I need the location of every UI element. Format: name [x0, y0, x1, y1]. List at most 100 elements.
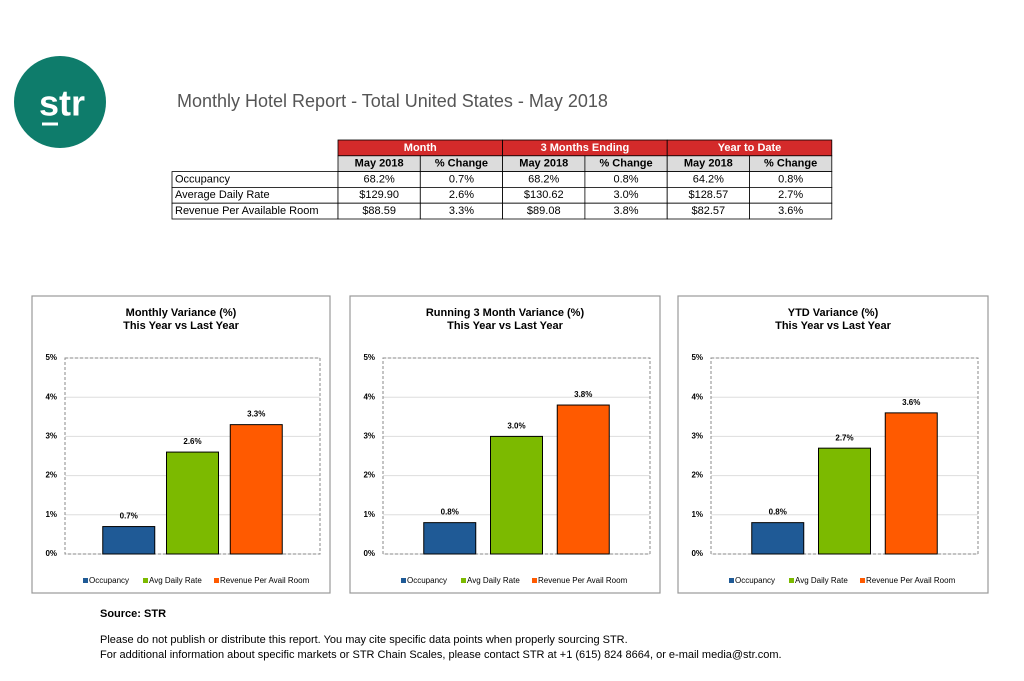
- cell-text: 3.8%: [614, 205, 639, 217]
- subheader: % Change: [599, 158, 652, 170]
- bar: [490, 435, 543, 555]
- bar: [102, 526, 156, 555]
- chart-subtitle: This Year vs Last Year: [447, 320, 564, 332]
- report-title: Monthly Hotel Report - Total United Stat…: [177, 91, 608, 111]
- value-label: 3.3%: [247, 410, 265, 419]
- legend-swatch: [532, 578, 537, 583]
- charts: Monthly Variance (%)This Year vs Last Ye…: [31, 295, 989, 594]
- cell-text: 0.7%: [449, 173, 474, 185]
- logo-circle: [14, 56, 106, 148]
- cell-text: 0.8%: [778, 173, 803, 185]
- y-tick-label: 1%: [691, 510, 703, 519]
- legend-swatch: [860, 578, 865, 583]
- cell-text: 2.6%: [449, 189, 474, 201]
- legend-label: Avg Daily Rate: [149, 576, 202, 585]
- value-label: 0.8%: [769, 508, 787, 517]
- chart-subtitle: This Year vs Last Year: [775, 320, 892, 332]
- y-tick-label: 2%: [363, 471, 375, 480]
- cell-text: 3.6%: [778, 205, 803, 217]
- cell-text: Revenue Per Available Room: [175, 205, 319, 217]
- group-header: 3 Months Ending: [541, 142, 630, 154]
- group-header: Month: [404, 142, 437, 154]
- cell-text: 3.3%: [449, 205, 474, 217]
- legend-label: Avg Daily Rate: [467, 576, 520, 585]
- cell-text: $89.08: [527, 205, 561, 217]
- bar: [818, 447, 871, 555]
- value-label: 0.8%: [441, 508, 459, 517]
- value-label: 3.6%: [902, 398, 920, 407]
- legend-label: Revenue Per Avail Room: [220, 576, 310, 585]
- cell-text: 68.2%: [528, 173, 559, 185]
- y-tick-label: 4%: [363, 392, 375, 401]
- bar: [229, 424, 283, 555]
- subheader: % Change: [435, 158, 488, 170]
- legend-label: Avg Daily Rate: [795, 576, 848, 585]
- legend-swatch: [729, 578, 734, 583]
- legend-label: Revenue Per Avail Room: [866, 576, 956, 585]
- footer-line: Please do not publish or distribute this…: [100, 634, 628, 646]
- value-label: 0.7%: [120, 512, 138, 521]
- chart-title: Running 3 Month Variance (%): [426, 307, 585, 319]
- y-tick-label: 5%: [45, 353, 57, 362]
- legend-label: Revenue Per Avail Room: [538, 576, 628, 585]
- legend-swatch: [214, 578, 219, 583]
- y-tick-label: 4%: [45, 392, 57, 401]
- legend-swatch: [401, 578, 406, 583]
- cell-text: $128.57: [688, 189, 728, 201]
- y-tick-label: 1%: [363, 510, 375, 519]
- cell-text: 64.2%: [693, 173, 724, 185]
- y-tick-label: 2%: [691, 471, 703, 480]
- cell-text: 68.2%: [364, 173, 395, 185]
- bar: [556, 404, 610, 555]
- value-label: 3.0%: [507, 422, 525, 431]
- y-tick-label: 3%: [363, 432, 375, 441]
- legend-swatch: [789, 578, 794, 583]
- y-tick-label: 0%: [45, 549, 57, 558]
- y-tick-label: 1%: [45, 510, 57, 519]
- y-tick-label: 2%: [45, 471, 57, 480]
- cell-text: Average Daily Rate: [175, 189, 270, 201]
- legend-swatch: [143, 578, 148, 583]
- value-label: 2.6%: [183, 437, 201, 446]
- bar: [166, 451, 219, 555]
- cell-text: $88.59: [362, 205, 396, 217]
- group-header: Year to Date: [718, 142, 782, 154]
- subheader: May 2018: [355, 158, 404, 170]
- cell-text: 3.0%: [614, 189, 639, 201]
- legend-swatch: [83, 578, 88, 583]
- cell-text: 0.8%: [614, 173, 639, 185]
- y-tick-label: 5%: [691, 353, 703, 362]
- cell-text: 2.7%: [778, 189, 803, 201]
- value-label: 3.8%: [574, 390, 592, 399]
- legend-swatch: [461, 578, 466, 583]
- subheader: % Change: [764, 158, 817, 170]
- cell-text: $129.90: [359, 189, 399, 201]
- table: Month 3 Months Ending Year to Date May 2018…: [171, 139, 833, 220]
- legend-label: Occupancy: [89, 576, 129, 585]
- legend-label: Occupancy: [407, 576, 447, 585]
- plot-border: [64, 357, 321, 555]
- cell-text: $130.62: [524, 189, 564, 201]
- logo-text: str: [39, 83, 85, 124]
- cell-text: $82.57: [692, 205, 726, 217]
- footer-line: For additional information about specifi…: [100, 649, 782, 661]
- subheader: May 2018: [519, 158, 568, 170]
- bar: [884, 412, 938, 555]
- subheader: May 2018: [684, 158, 733, 170]
- y-tick-label: 4%: [691, 392, 703, 401]
- value-label: 2.7%: [835, 433, 853, 442]
- legend-label: Occupancy: [735, 576, 775, 585]
- y-tick-label: 0%: [363, 549, 375, 558]
- source: Source: STR: [100, 608, 166, 620]
- chart-subtitle: This Year vs Last Year: [123, 320, 240, 332]
- y-tick-label: 3%: [691, 432, 703, 441]
- cell: [749, 202, 833, 220]
- y-tick-label: 3%: [45, 432, 57, 441]
- y-tick-label: 0%: [691, 549, 703, 558]
- chart-title: YTD Variance (%): [788, 307, 879, 319]
- bar: [751, 522, 805, 555]
- y-tick-label: 5%: [363, 353, 375, 362]
- cell-text: Occupancy: [175, 173, 231, 185]
- chart-title: Monthly Variance (%): [126, 307, 237, 319]
